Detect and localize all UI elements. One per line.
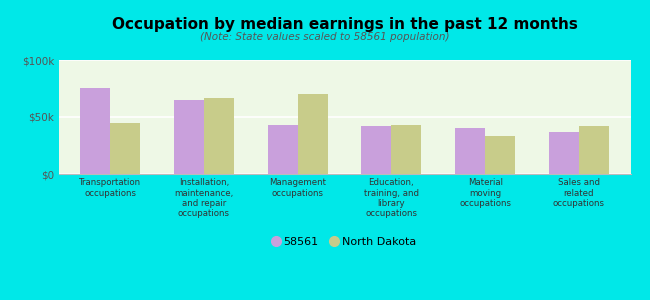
Bar bbox=[391, 125, 421, 174]
Bar bbox=[361, 126, 391, 174]
Text: (Note: State values scaled to 58561 population): (Note: State values scaled to 58561 popu… bbox=[200, 32, 450, 41]
Bar bbox=[549, 132, 579, 174]
Title: Occupation by median earnings in the past 12 months: Occupation by median earnings in the pas… bbox=[112, 17, 577, 32]
Bar bbox=[174, 100, 204, 174]
Bar bbox=[268, 125, 298, 174]
Bar bbox=[455, 128, 485, 174]
Bar bbox=[204, 98, 234, 174]
Bar bbox=[485, 136, 515, 174]
Legend: 58561, North Dakota: 58561, North Dakota bbox=[270, 234, 419, 250]
Bar bbox=[579, 126, 609, 174]
Bar bbox=[298, 94, 328, 174]
Bar bbox=[110, 123, 140, 174]
Bar bbox=[80, 88, 110, 174]
